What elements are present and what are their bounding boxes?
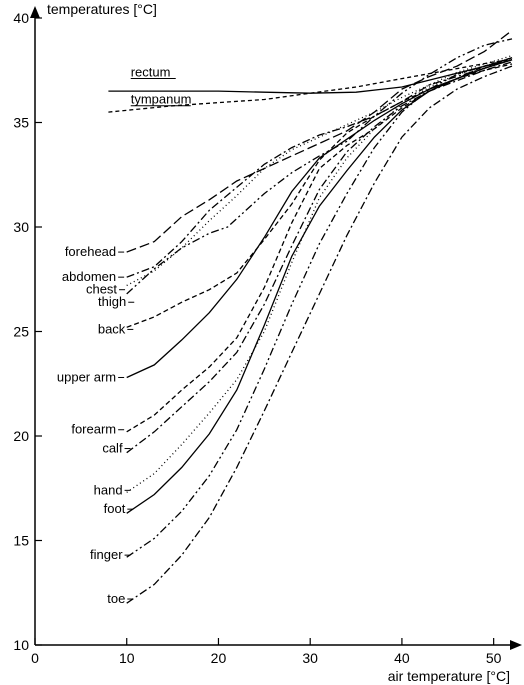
series-label-hand: hand [94, 482, 123, 497]
y-axis-title: temperatures [°C] [47, 1, 157, 17]
x-axis-title: air temperature [°C] [388, 668, 510, 684]
series-label-thigh: thigh [98, 294, 126, 309]
series-label-toe: toe [107, 591, 125, 606]
x-tick-label: 50 [486, 650, 502, 666]
x-tick-label: 20 [211, 650, 227, 666]
series-label-tympanum: tympanum [131, 92, 192, 107]
y-tick-label: 25 [13, 324, 29, 340]
y-tick-label: 40 [13, 10, 29, 26]
series-label-back: back [98, 321, 126, 336]
plot-background [0, 0, 524, 685]
y-tick-label: 15 [13, 533, 29, 549]
y-tick-label: 10 [13, 637, 29, 653]
y-tick-label: 20 [13, 428, 29, 444]
y-tick-label: 35 [13, 115, 29, 131]
line-chart: 1015202530354001020304050temperatures [°… [0, 0, 524, 685]
series-label-rectum: rectum [131, 65, 171, 80]
series-label-forearm: forearm [71, 422, 116, 437]
series-label-finger: finger [90, 547, 123, 562]
x-tick-label: 0 [31, 650, 39, 666]
x-tick-label: 10 [119, 650, 135, 666]
series-label-forehead: forehead [65, 244, 116, 259]
chart-container: 1015202530354001020304050temperatures [°… [0, 0, 524, 685]
series-label-upper-arm: upper arm [57, 369, 116, 384]
x-tick-label: 40 [394, 650, 410, 666]
series-label-calf: calf [102, 441, 123, 456]
series-label-foot: foot [104, 501, 126, 516]
y-tick-label: 30 [13, 219, 29, 235]
x-tick-label: 30 [302, 650, 318, 666]
